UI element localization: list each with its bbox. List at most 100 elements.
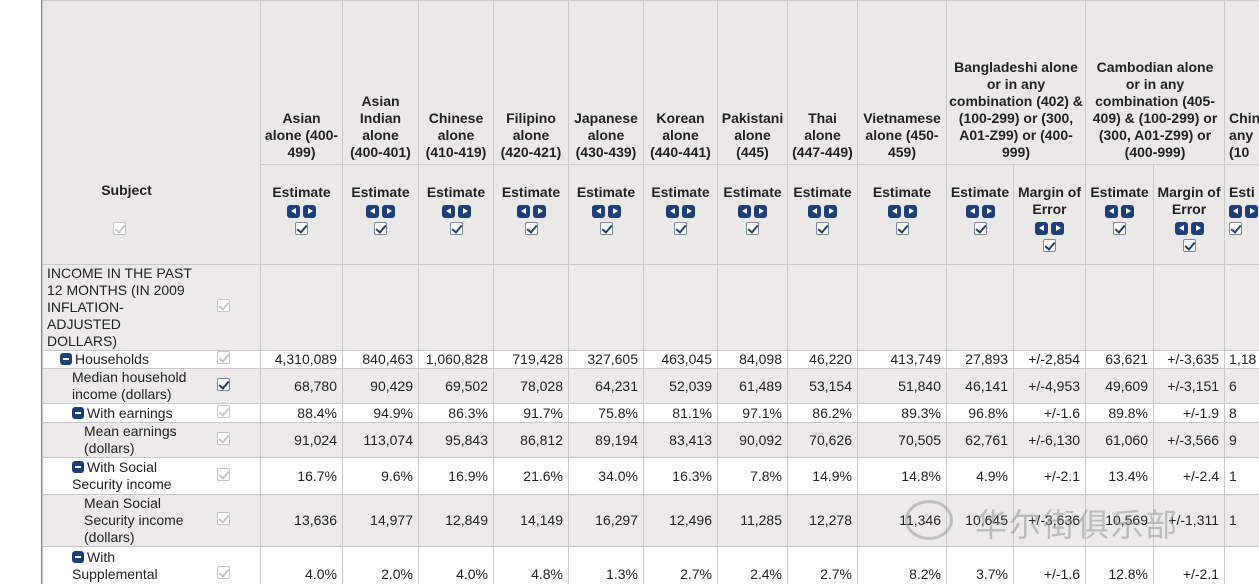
- row-label-wrap: Median household income (dollars): [44, 370, 260, 403]
- checkbox[interactable]: [374, 222, 387, 235]
- move-right-button[interactable]: [1190, 222, 1204, 235]
- move-right-button[interactable]: [1051, 222, 1064, 235]
- move-left-button[interactable]: [287, 205, 300, 218]
- checkbox[interactable]: [295, 222, 308, 235]
- checkbox[interactable]: [216, 377, 230, 391]
- subheader-cell: Estimate: [1085, 164, 1155, 265]
- value-cell: 52,039: [643, 368, 718, 404]
- move-right-button[interactable]: [1121, 205, 1135, 218]
- checkbox[interactable]: [674, 222, 687, 235]
- column-header: Asian alone (400-499): [260, 0, 343, 165]
- value-cell: [857, 264, 947, 351]
- value-cell: 13,636: [260, 494, 343, 547]
- collapse-toggle[interactable]: [72, 461, 84, 473]
- checkbox[interactable]: [216, 467, 230, 481]
- move-right-button[interactable]: [754, 205, 767, 218]
- row-label-wrap: Mean Social Security income (dollars): [44, 496, 260, 546]
- move-right-button[interactable]: [303, 205, 316, 218]
- move-right-button[interactable]: [382, 205, 395, 218]
- checkbox[interactable]: [1043, 239, 1056, 252]
- cell-value: 12.8%: [1108, 566, 1149, 582]
- checkbox[interactable]: [599, 222, 613, 235]
- collapse-toggle[interactable]: [72, 551, 84, 563]
- move-right-button[interactable]: [607, 205, 621, 218]
- move-left-button[interactable]: [965, 205, 979, 218]
- checkbox[interactable]: [216, 431, 230, 445]
- move-right-button[interactable]: [824, 205, 837, 218]
- cell-value: 61,489: [739, 377, 782, 394]
- row-label-block: INCOME IN THE PAST 12 MONTHS (IN 2009 IN…: [44, 266, 194, 350]
- checkbox[interactable]: [746, 222, 759, 235]
- cell-value: 90,429: [370, 377, 413, 394]
- cell-value: 14,149: [520, 512, 563, 528]
- move-left-button[interactable]: [1174, 222, 1188, 235]
- cell-value: 4.9%: [976, 467, 1008, 484]
- cell-value: 1: [1229, 467, 1237, 484]
- cell-value: 1,060,828: [425, 351, 488, 368]
- move-right-button[interactable]: [981, 205, 995, 218]
- cell-value: 83,413: [669, 431, 712, 448]
- move-left-button[interactable]: [1035, 222, 1048, 235]
- cell-value: 9.6%: [381, 467, 413, 484]
- move-left-button[interactable]: [808, 205, 821, 218]
- value-cell: +/-2.1: [1012, 457, 1087, 495]
- data-row: With earnings 88.4% 94.9% 86.3% 91.7% 75.8% 81…: [42, 403, 1259, 423]
- value-cell: 70,505: [857, 422, 947, 458]
- cell-value: 1: [1229, 512, 1237, 528]
- cell-value: 89.8%: [1108, 404, 1149, 421]
- value-cell: 3.7%: [946, 546, 1014, 584]
- checkbox[interactable]: [1229, 222, 1243, 235]
- checkbox[interactable]: [216, 299, 230, 312]
- move-right-button[interactable]: [532, 205, 546, 218]
- move-left-button[interactable]: [1229, 205, 1243, 218]
- value-cell: 16.3%: [643, 457, 718, 495]
- checkbox[interactable]: [216, 566, 230, 579]
- checkbox[interactable]: [816, 222, 829, 235]
- move-left-button[interactable]: [516, 205, 530, 218]
- move-left-button[interactable]: [441, 205, 455, 218]
- value-cell: +/-2.1: [1153, 546, 1226, 584]
- collapse-toggle[interactable]: [72, 406, 84, 419]
- checkbox[interactable]: [449, 222, 463, 235]
- move-right-button[interactable]: [457, 205, 471, 218]
- value-cell: 463,045: [643, 350, 718, 369]
- cell-value: 97.1%: [742, 404, 782, 421]
- cell-value: 62,761: [965, 431, 1008, 448]
- value-cell: +/-4,953: [1012, 368, 1087, 404]
- cell-value: 8: [1229, 404, 1237, 421]
- collapse-toggle[interactable]: [60, 353, 72, 365]
- move-left-button[interactable]: [591, 205, 605, 218]
- move-left-button[interactable]: [666, 205, 679, 218]
- checkbox[interactable]: [973, 222, 987, 235]
- move-left-button[interactable]: [738, 205, 751, 218]
- checkbox[interactable]: [895, 222, 909, 235]
- checkbox[interactable]: [1113, 222, 1127, 235]
- sort-buttons: [719, 205, 787, 218]
- move-right-button[interactable]: [903, 205, 917, 218]
- checkbox[interactable]: [1182, 239, 1196, 252]
- cell-value: 69,502: [445, 377, 488, 394]
- checkbox[interactable]: [216, 351, 230, 364]
- move-left-button[interactable]: [366, 205, 379, 218]
- value-cell: +/-1.9: [1153, 403, 1226, 423]
- checkbox[interactable]: [216, 404, 230, 418]
- value-cell: 62,761: [946, 422, 1014, 458]
- checkbox-wrap: [719, 222, 787, 239]
- value-cell: 9: [1224, 422, 1259, 458]
- value-cell: 4.8%: [493, 546, 569, 584]
- move-left-button[interactable]: [1105, 205, 1119, 218]
- move-right-button[interactable]: [682, 205, 695, 218]
- checkbox[interactable]: [113, 222, 126, 235]
- cell-value: +/-4,953: [1028, 377, 1081, 394]
- value-cell: 1: [1224, 457, 1259, 495]
- checkbox[interactable]: [524, 222, 538, 235]
- move-right-button[interactable]: [1245, 205, 1259, 218]
- value-cell: [1224, 264, 1259, 351]
- checkbox[interactable]: [216, 512, 230, 525]
- value-cell: +/-3,566: [1153, 422, 1226, 458]
- subheader-cell: Margin of Error: [1153, 164, 1226, 265]
- value-cell: 75.8%: [568, 403, 644, 423]
- row-label-cell: Median household income (dollars): [42, 368, 261, 404]
- cell-value: 463,045: [661, 351, 712, 368]
- move-left-button[interactable]: [887, 205, 901, 218]
